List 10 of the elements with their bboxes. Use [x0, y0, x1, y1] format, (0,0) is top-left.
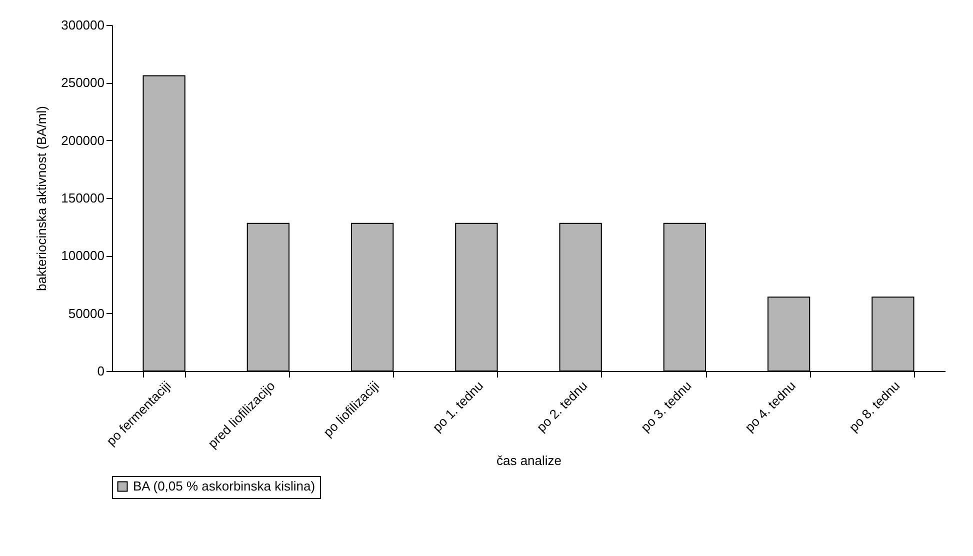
legend-label: BA (0,05 % askorbinska kislina) [133, 478, 316, 494]
y-tick-label: 200000 [61, 132, 104, 148]
y-tick-label: 0 [97, 364, 104, 378]
y-axis-title: bakteriocinska aktivnost (BA/ml) [34, 106, 50, 291]
y-tick-label: 100000 [61, 248, 104, 264]
y-tick-label: 250000 [61, 75, 104, 90]
y-tick-label: 150000 [61, 190, 104, 206]
y-tick-label: 50000 [68, 306, 104, 321]
y-tick-label: 300000 [61, 18, 104, 32]
x-axis-title: čas analize [496, 453, 562, 468]
